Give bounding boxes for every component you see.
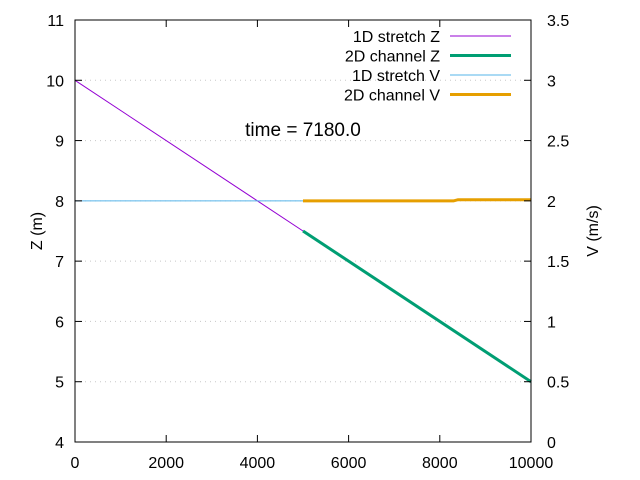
y-axis-title: Z (m)	[29, 212, 46, 250]
y2-axis-title: V (m/s)	[585, 205, 602, 257]
y-tick-label: 6	[55, 314, 64, 331]
x-tick-label: 4000	[240, 455, 276, 472]
y-tick-label: 9	[55, 134, 64, 151]
legend-label: 2D channel V	[344, 88, 440, 105]
y-tick-label: 8	[55, 194, 64, 211]
axis-ticks	[74, 19, 532, 443]
x-tick-label: 8000	[422, 455, 458, 472]
y-tick-label: 10	[46, 73, 64, 90]
y-tick-label: 11	[47, 13, 64, 30]
x-tick-label: 0	[71, 455, 80, 472]
y-tick-label: 4	[55, 435, 64, 452]
legend: 1D stretch Z 2D channel Z 1D stretch V 2D c…	[344, 29, 511, 105]
tick-labels: 0 2000 4000 6000 8000 10000 4 5 6 7 8 9 10 11 0 0.5 1 1.5…	[46, 13, 569, 472]
y2-tick-label: 1	[547, 314, 556, 331]
x-tick-label: 6000	[331, 455, 367, 472]
y-tick-label: 7	[55, 254, 64, 271]
y2-tick-label: 3.5	[547, 13, 569, 30]
y-tick-label: 5	[55, 375, 64, 392]
plot-frame	[74, 19, 532, 443]
y2-tick-label: 3	[547, 73, 556, 90]
series-line-2d-channel-z	[302, 229, 532, 383]
legend-label: 1D stretch Z	[353, 29, 440, 46]
legend-label: 2D channel Z	[345, 49, 440, 66]
y2-tick-label: 0.5	[547, 375, 569, 392]
y2-tick-label: 0	[547, 435, 556, 452]
y2-tick-label: 2	[547, 194, 556, 211]
series-line-1d-stretch-z	[74, 79, 304, 232]
x-tick-label: 10000	[509, 455, 554, 472]
x-tick-label: 2000	[148, 455, 184, 472]
legend-label: 1D stretch V	[352, 68, 440, 85]
y2-tick-label: 1.5	[547, 254, 569, 271]
time-annotation: time = 7180.0	[245, 120, 361, 141]
series-lines	[74, 79, 532, 383]
y2-tick-label: 2.5	[547, 134, 569, 151]
series-line-2d-channel-v	[303, 198, 531, 203]
